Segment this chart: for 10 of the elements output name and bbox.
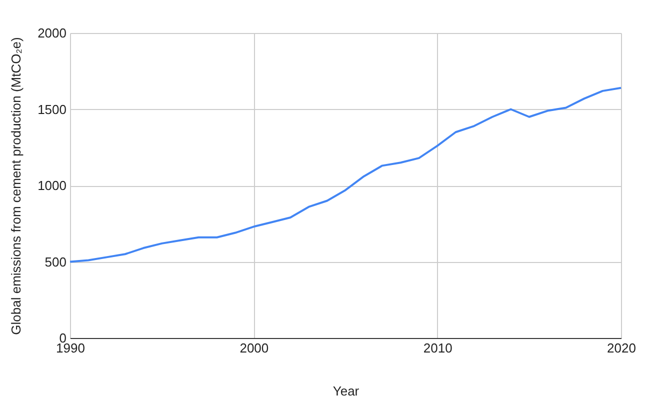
y-tick-label: 2000: [38, 26, 66, 40]
x-axis-title: Year: [332, 384, 360, 398]
y-tick-label: 500: [44, 254, 66, 270]
y-tick-label: 1000: [38, 178, 66, 193]
y-tick-label: 1500: [38, 102, 66, 117]
x-tick-label: 2020: [607, 340, 636, 356]
x-tick-label: 2000: [240, 340, 269, 356]
x-tick-label: 2010: [423, 340, 452, 356]
line-series: [69, 86, 622, 263]
y-axis-title: Global emissions from cement production (MtCO₂e): [8, 37, 24, 335]
